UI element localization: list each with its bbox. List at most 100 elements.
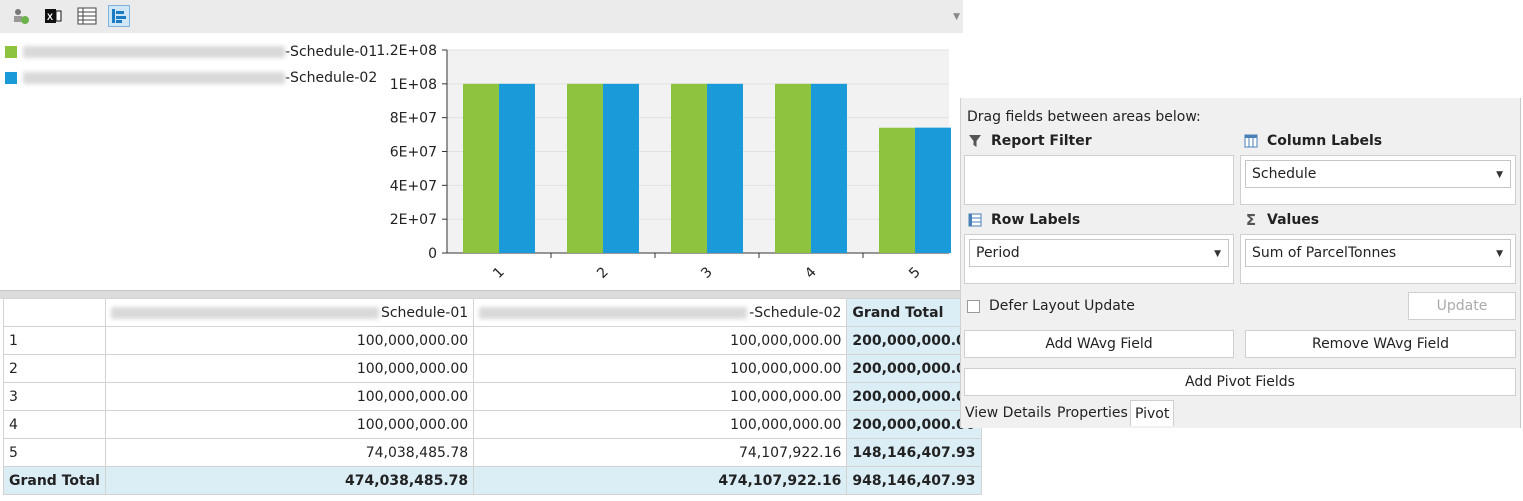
bar-series-2-cat-5 <box>915 127 951 253</box>
toolbar-overflow-icon[interactable]: ▼ <box>953 12 960 22</box>
y-tick-label: 2E+07 <box>390 212 437 228</box>
header-label: -Schedule-02 <box>749 304 842 321</box>
row-label: 3 <box>3 382 106 411</box>
remove-wavg-field-button[interactable]: Remove WAvg Field <box>1245 330 1516 358</box>
bar-series-1-cat-5 <box>879 127 915 253</box>
redacted-series-name <box>23 72 285 84</box>
y-tick-label: 1E+08 <box>390 77 437 93</box>
bar-series-1-cat-3 <box>671 83 707 253</box>
bar-chart: 0 2E+07 4E+07 6E+07 8E+07 1E+08 1.2E+08 1 2 3 4 5 <box>376 43 951 282</box>
series-settings-icon[interactable] <box>10 5 32 27</box>
add-wavg-field-button[interactable]: Add WAvg Field <box>964 330 1234 358</box>
table-row[interactable]: 4 100,000,000.00 100,000,000.00 200,000,… <box>3 410 982 439</box>
panel-instructions: Drag fields between areas below: <box>967 109 1201 125</box>
chevron-down-icon: ▼ <box>1496 170 1503 180</box>
report-filter-drop-area[interactable] <box>964 155 1234 205</box>
column-labels-label: Column Labels <box>1267 133 1383 149</box>
y-tick-label: 4E+07 <box>390 178 437 194</box>
bar-series-2-cat-2 <box>603 83 639 253</box>
cell-schedule-02: 100,000,000.00 <box>473 326 848 355</box>
table-row[interactable]: 1 100,000,000.00 100,000,000.00 200,000,… <box>3 326 982 355</box>
tab-view-details[interactable]: View Details <box>965 405 1052 421</box>
row-field-select[interactable]: Period ▼ <box>969 239 1229 267</box>
legend-swatch-1 <box>5 46 17 58</box>
table-row[interactable]: 3 100,000,000.00 100,000,000.00 200,000,… <box>3 382 982 411</box>
row-grid-icon <box>967 212 983 228</box>
column-labels-drop-area[interactable]: Schedule ▼ <box>1240 155 1516 205</box>
table-header-schedule-01[interactable]: Schedule-01 <box>104 298 475 327</box>
row-label: 4 <box>3 410 106 439</box>
grand-total-label: Grand Total <box>3 466 106 495</box>
x-tick-label: 4 <box>802 264 820 282</box>
grand-total-overall: 948,146,407.93 <box>846 466 982 495</box>
bar-series-2-cat-3 <box>707 83 743 253</box>
cell-schedule-02: 100,000,000.00 <box>473 382 848 411</box>
excel-export-icon[interactable]: X <box>42 5 64 27</box>
grand-total-schedule-02: 474,107,922.16 <box>473 466 848 495</box>
legend-swatch-2 <box>5 72 17 84</box>
cell-schedule-02: 74,107,922.16 <box>473 438 848 467</box>
toolbar: X ▼ <box>0 0 963 33</box>
filter-icon <box>967 133 983 149</box>
cell-schedule-01: 100,000,000.00 <box>104 326 475 355</box>
cell-grand-total: 148,146,407.93 <box>846 438 982 467</box>
grand-total-row[interactable]: Grand Total 474,038,485.78 474,107,922.1… <box>3 466 982 495</box>
cell-grand-total: 200,000,000.00 <box>846 410 982 439</box>
row-label: 2 <box>3 354 106 383</box>
report-filter-heading: Report Filter <box>967 133 1092 149</box>
table-header-schedule-02[interactable]: -Schedule-02 <box>473 298 848 327</box>
redacted-series-name <box>23 46 285 58</box>
column-grid-icon <box>1243 133 1259 149</box>
defer-layout-checkbox[interactable] <box>967 300 980 313</box>
panel-border <box>1520 98 1521 428</box>
update-button[interactable]: Update <box>1408 292 1516 320</box>
y-tick-label: 0 <box>428 246 437 262</box>
y-tick-label: 1.2E+08 <box>376 43 437 59</box>
row-labels-heading: Row Labels <box>967 212 1080 228</box>
table-view-icon[interactable] <box>76 5 98 27</box>
redacted-header <box>110 306 379 319</box>
row-label: 1 <box>3 326 106 355</box>
table-row[interactable]: 5 74,038,485.78 74,107,922.16 148,146,40… <box>3 438 982 467</box>
tab-properties[interactable]: Properties <box>1057 405 1128 421</box>
row-field-value: Period <box>976 245 1020 261</box>
redacted-header <box>479 306 748 319</box>
splitter-handle[interactable] <box>0 290 963 299</box>
bar-series-2-cat-1 <box>499 83 535 253</box>
column-field-select[interactable]: Schedule ▼ <box>1245 160 1511 188</box>
row-labels-label: Row Labels <box>991 212 1081 228</box>
legend-item-series-1[interactable]: -Schedule-01 <box>5 39 377 65</box>
cell-schedule-01: 100,000,000.00 <box>104 410 475 439</box>
legend-item-series-2[interactable]: -Schedule-02 <box>5 65 377 91</box>
cell-schedule-02: 100,000,000.00 <box>473 410 848 439</box>
values-field-value: Sum of ParcelTonnes <box>1252 245 1397 261</box>
values-field-select[interactable]: Sum of ParcelTonnes ▼ <box>1245 239 1511 267</box>
bar-series-2-cat-4 <box>811 83 847 253</box>
cell-grand-total: 200,000,000.00 <box>846 326 982 355</box>
legend-label-1: -Schedule-01 <box>285 44 378 60</box>
pivot-field-panel: Drag fields between areas below: Report … <box>960 98 1521 428</box>
cell-schedule-01: 74,038,485.78 <box>104 438 475 467</box>
x-tick-label: 3 <box>698 264 716 282</box>
y-tick-label: 6E+07 <box>390 145 437 161</box>
x-tick-label: 5 <box>906 264 924 282</box>
x-tick-label: 2 <box>594 264 612 282</box>
x-tick-label: 1 <box>490 264 508 282</box>
values-drop-area[interactable]: Sum of ParcelTonnes ▼ <box>1240 234 1516 284</box>
sigma-icon: Σ <box>1245 211 1257 229</box>
chart-view-icon[interactable] <box>108 5 130 27</box>
row-labels-drop-area[interactable]: Period ▼ <box>964 234 1234 284</box>
column-labels-heading: Column Labels <box>1243 133 1382 149</box>
header-label: Schedule-01 <box>380 304 469 321</box>
add-pivot-fields-button[interactable]: Add Pivot Fields <box>964 368 1516 396</box>
cell-grand-total: 200,000,000.00 <box>846 354 982 383</box>
bar-series-1-cat-2 <box>567 83 603 253</box>
column-field-value: Schedule <box>1252 166 1317 182</box>
table-header-corner <box>3 298 106 327</box>
table-row[interactable]: 2 100,000,000.00 100,000,000.00 200,000,… <box>3 354 982 383</box>
tab-pivot[interactable]: Pivot <box>1130 400 1175 426</box>
values-label: Values <box>1267 212 1320 228</box>
cell-schedule-01: 100,000,000.00 <box>104 382 475 411</box>
pivot-table: Schedule-01 -Schedule-02 Grand Total 1 1… <box>3 298 982 495</box>
cell-schedule-01: 100,000,000.00 <box>104 354 475 383</box>
